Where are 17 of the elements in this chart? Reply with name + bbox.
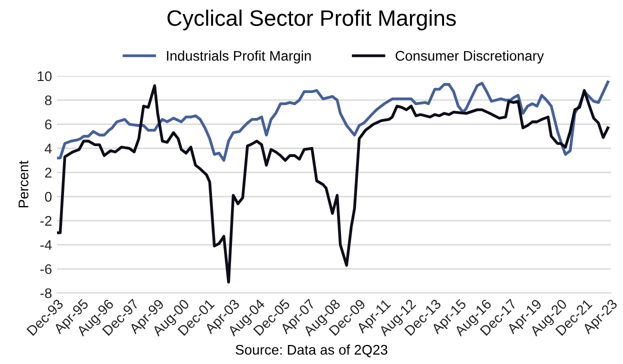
y-tick-label: 4 [44, 144, 52, 154]
line-series [57, 84, 610, 284]
chart-title: Cyclical Sector Profit Margins [168, 10, 456, 30]
y-tick-label: -4 [40, 240, 52, 250]
line-series [57, 80, 610, 162]
y-tick-label: 8 [45, 95, 52, 106]
y-tick-label: 0 [44, 192, 52, 202]
y-tick-label: -2 [40, 216, 52, 226]
legend-label: Consumer Discretionary [396, 50, 544, 64]
y-tick-label: 6 [45, 120, 52, 130]
y-tick-label: -8 [40, 288, 52, 298]
y-tick-label: -6 [40, 264, 52, 274]
y-axis-title: Percent [18, 160, 28, 208]
y-tick-label: 2 [45, 168, 52, 178]
source-note: Source: Data as of 2Q23 [236, 344, 388, 358]
y-tick-label: 10 [38, 71, 52, 82]
legend-label: Industrials Profit Margin [167, 50, 311, 64]
